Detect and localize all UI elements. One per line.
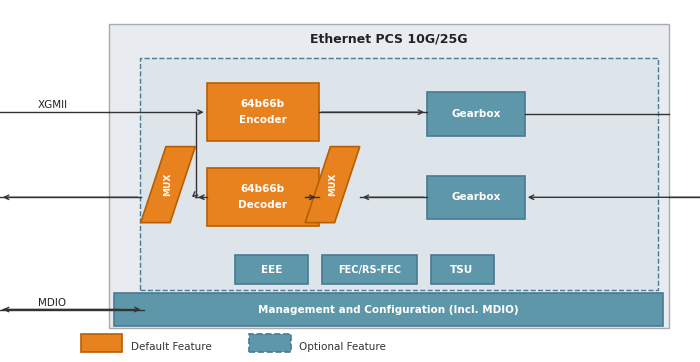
Bar <box>206 168 318 226</box>
Bar <box>322 255 416 284</box>
Text: MUX: MUX <box>164 173 172 196</box>
Bar <box>114 293 663 326</box>
Text: Ethernet PCS 10G/25G: Ethernet PCS 10G/25G <box>310 33 468 46</box>
Text: Optional Feature: Optional Feature <box>299 342 386 352</box>
Bar <box>140 58 658 290</box>
Text: 64b66b: 64b66b <box>240 184 285 194</box>
Text: EEE: EEE <box>260 265 282 275</box>
Text: Decoder: Decoder <box>238 200 287 210</box>
Text: Management and Configuration (Incl. MDIO): Management and Configuration (Incl. MDIO… <box>258 304 519 315</box>
Text: Gearbox: Gearbox <box>452 109 500 119</box>
Bar <box>248 334 290 352</box>
Bar <box>206 83 318 141</box>
Bar <box>80 334 122 352</box>
Bar <box>427 176 525 219</box>
Bar <box>427 92 525 136</box>
Text: MDIO: MDIO <box>38 298 66 308</box>
Bar <box>430 255 494 284</box>
Text: XGMII: XGMII <box>37 100 68 110</box>
Polygon shape <box>141 147 195 223</box>
Text: Encoder: Encoder <box>239 115 286 125</box>
Text: FEC/RS-FEC: FEC/RS-FEC <box>337 265 401 275</box>
Text: Default Feature: Default Feature <box>131 342 211 352</box>
Text: MUX: MUX <box>328 173 337 196</box>
Text: TSU: TSU <box>450 265 474 275</box>
Bar <box>234 255 308 284</box>
Polygon shape <box>305 147 360 223</box>
Bar <box>108 24 668 328</box>
Text: 64b66b: 64b66b <box>240 99 285 109</box>
Text: Gearbox: Gearbox <box>452 192 500 202</box>
